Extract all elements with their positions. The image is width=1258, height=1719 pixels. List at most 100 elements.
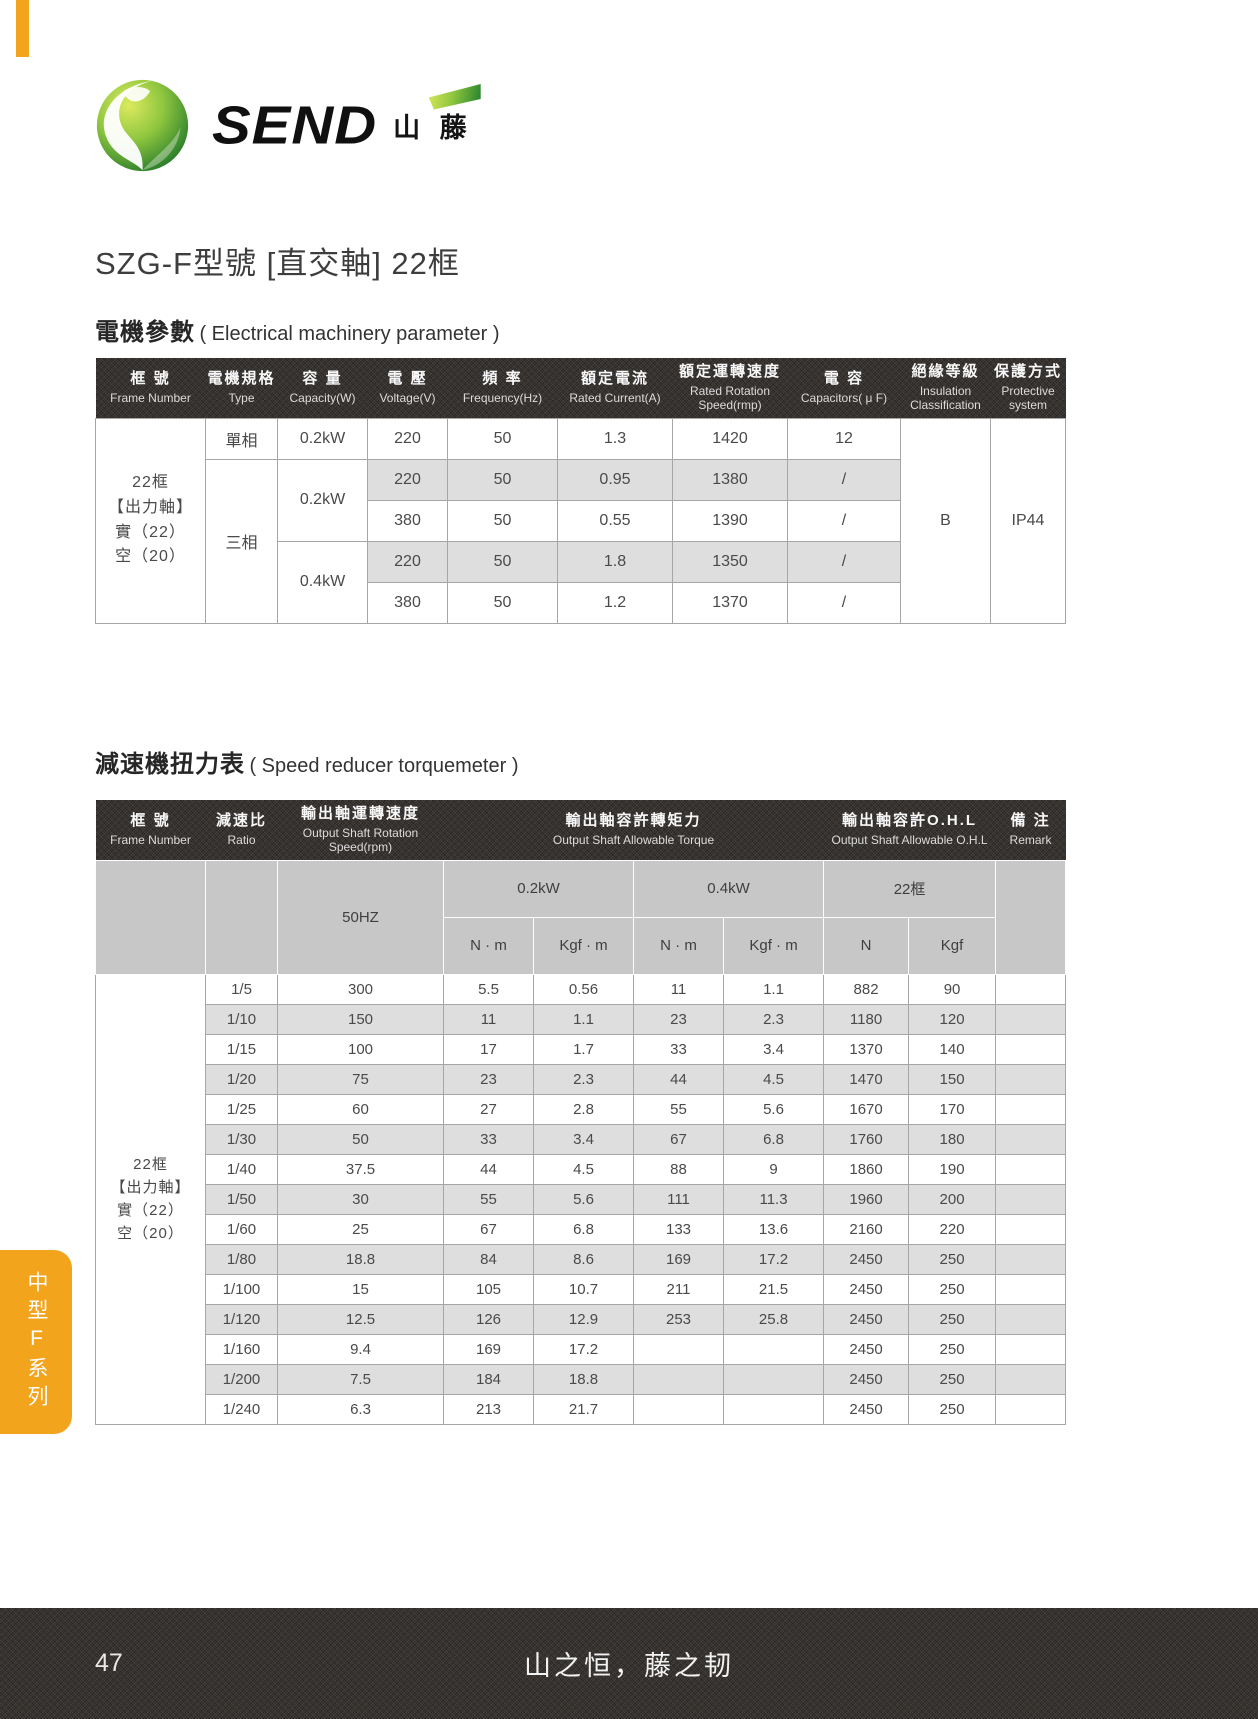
cell: 1/10 — [205, 1003, 278, 1035]
cell: 169 — [633, 1243, 724, 1275]
cell: 1/200 — [205, 1363, 278, 1395]
col-allowable-ohl: 輸出軸容許O.H.L Output Shaft Allowable O.H.L — [831, 812, 988, 847]
remark-cell — [995, 1393, 1067, 1425]
col-allowable-torque: 輸出軸容許轉矩力 Output Shaft Allowable Torque — [552, 812, 715, 847]
cell: 75 — [277, 1063, 444, 1095]
cell: 23 — [633, 1003, 724, 1035]
cell: / — [787, 499, 901, 542]
torque-table-body: 22框 【出力軸】 實（22） 空（20） 1/5 300 5.5 0.56 11 1.1 882 9… — [95, 973, 1067, 1425]
insulation-cell: B — [900, 417, 991, 624]
cell: 300 — [277, 973, 444, 1005]
cell: 6.3 — [277, 1393, 444, 1425]
cell: 150 — [908, 1063, 997, 1095]
remark-cell — [995, 1003, 1067, 1035]
cell: 33 — [443, 1123, 534, 1155]
remark-cell — [995, 1093, 1067, 1125]
green-globe-vine-icon — [96, 79, 189, 172]
cell: 1.1 — [533, 1003, 634, 1035]
cell: 25 — [277, 1213, 444, 1245]
cell: 1370 — [823, 1033, 910, 1065]
table-row: 1/120 12.5 126 12.9 253 25.8 2450 250 — [96, 1303, 1067, 1335]
col-frame: 框 號 Frame Number — [110, 370, 191, 405]
cell: 250 — [908, 1393, 997, 1425]
cell: 18.8 — [533, 1363, 634, 1395]
col-voltage: 電 壓 Voltage(V) — [379, 370, 436, 405]
cell: 1470 — [823, 1063, 910, 1095]
cell: 1/100 — [205, 1273, 278, 1305]
table-row: 1/10 150 11 1.1 23 2.3 1180 120 — [96, 1003, 1067, 1035]
cell: 18.8 — [277, 1243, 444, 1275]
cell: 1/60 — [205, 1213, 278, 1245]
cell: 1/5 — [205, 973, 278, 1005]
cell: 1/50 — [205, 1183, 278, 1215]
cell: 4.5 — [533, 1153, 634, 1185]
col-capacity: 容 量 Capacity(W) — [289, 370, 356, 405]
protective-cell: IP44 — [990, 417, 1066, 624]
cell: 5.6 — [722, 1093, 825, 1125]
cell: 250 — [908, 1363, 997, 1395]
cell: 1350 — [672, 540, 788, 583]
unit-cell: Kgf — [908, 916, 997, 975]
cell: 100 — [277, 1033, 444, 1065]
cell: 1380 — [672, 458, 788, 501]
cell: 105 — [443, 1273, 534, 1305]
cell: 2450 — [823, 1333, 910, 1365]
cell: 11 — [633, 973, 724, 1005]
cell: 1/40 — [205, 1153, 278, 1185]
cell: 1/20 — [205, 1063, 278, 1095]
page-number: 47 — [95, 1649, 123, 1677]
cell: 10.7 — [533, 1273, 634, 1305]
cell: 5.5 — [443, 973, 534, 1005]
cell: 33 — [633, 1033, 724, 1065]
cell: 8.6 — [533, 1243, 634, 1275]
cell: 5.6 — [533, 1183, 634, 1215]
cell: 12.9 — [533, 1303, 634, 1335]
table-row: 1/80 18.8 84 8.6 169 17.2 2450 250 — [96, 1243, 1067, 1275]
cell: 23 — [443, 1063, 534, 1095]
cell: 三相 — [205, 458, 278, 624]
cell: 0.2kW — [277, 458, 368, 542]
series-side-tab-label: 中型F系列 — [25, 1271, 48, 1413]
cell: 1/240 — [205, 1393, 278, 1425]
cell: 44 — [443, 1153, 534, 1185]
table-header-row: 框 號 Frame Number 電機規格 Type 容 量 Capacity(W) … — [95, 358, 1066, 419]
remark-cell — [995, 1033, 1067, 1065]
col-speed: 額定運轉速度 Rated Rotation Speed(rmp) — [678, 363, 781, 413]
cell: 3.4 — [722, 1033, 825, 1065]
table-row: 1/60 25 67 6.8 133 13.6 2160 220 — [96, 1213, 1067, 1245]
cell: 150 — [277, 1003, 444, 1035]
cell: 250 — [908, 1333, 997, 1365]
cell: 1/15 — [205, 1033, 278, 1065]
cell: 1/25 — [205, 1093, 278, 1125]
col-frame: 框 號 Frame Number — [110, 812, 191, 847]
page-footer: 47 山之恒，藤之韧 — [0, 1608, 1258, 1719]
cell: 180 — [908, 1123, 997, 1155]
cell: 13.6 — [722, 1213, 825, 1245]
table-row: 380 50 1.2 1370 / — [96, 581, 1066, 624]
brand-name-cn: 山 藤 — [393, 113, 473, 143]
remark-cell — [995, 1303, 1067, 1335]
cell: 0.2kW — [277, 417, 368, 460]
cell: 250 — [908, 1243, 997, 1275]
cell: 50 — [447, 499, 558, 542]
cell: 120 — [908, 1003, 997, 1035]
table-row: 1/50 30 55 5.6 111 11.3 1960 200 — [96, 1183, 1067, 1215]
cell: 88 — [633, 1153, 724, 1185]
cell: 2450 — [823, 1363, 910, 1395]
cell: 37.5 — [277, 1153, 444, 1185]
table-row: 0.4kW 220 50 1.8 1350 / — [96, 540, 1066, 624]
cell: 1760 — [823, 1123, 910, 1155]
cell: 2450 — [823, 1303, 910, 1335]
subheader-spacer — [95, 859, 206, 975]
cell: 90 — [908, 973, 997, 1005]
cell: 15 — [277, 1273, 444, 1305]
remark-cell — [995, 973, 1067, 1005]
cell: 50 — [447, 581, 558, 624]
page-corner-mark — [16, 0, 29, 57]
cell: 380 — [367, 499, 448, 542]
cell: 1420 — [672, 417, 788, 460]
cell: 133 — [633, 1213, 724, 1245]
cell: 1/160 — [205, 1333, 278, 1365]
frame-label: 22框 【出力軸】 實（22） 空（20） — [95, 973, 206, 1425]
table-row: 22框 【出力軸】 實（22） 空（20） 單相 0.2kW 220 50 1.… — [95, 417, 1066, 624]
